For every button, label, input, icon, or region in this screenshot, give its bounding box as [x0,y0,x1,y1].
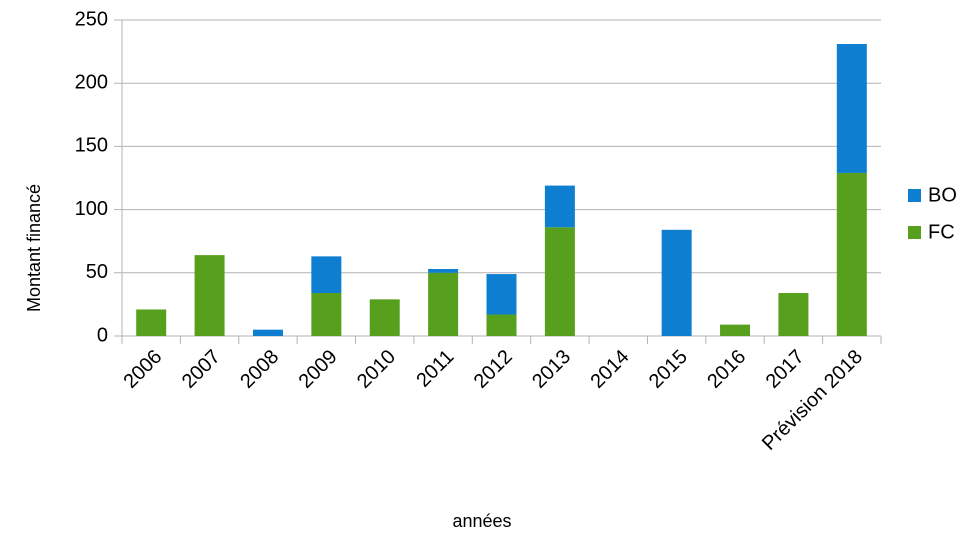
y-tick-label: 100 [75,198,108,220]
x-tick-label: 2011 [412,346,458,392]
x-tick-label: Prévision 2018 [758,346,867,455]
legend-label: FC [928,221,955,243]
bar-segment [428,272,459,336]
x-tick-label: 2016 [703,346,750,393]
y-tick-label: 0 [97,324,108,346]
y-axis-title: Montant financé [24,184,44,312]
y-tick-label: 200 [75,71,108,93]
bar-segment [194,255,225,336]
x-axis-title: années [452,511,511,531]
bar-segment [778,293,809,336]
bar-segment [544,227,575,336]
bar-segment [836,172,867,336]
bar-segment [136,309,167,336]
bar-segment [661,229,692,336]
bar-segment [720,324,751,336]
legend-swatch [908,189,921,202]
y-tick-label: 50 [86,261,108,283]
x-tick-label: 2006 [119,346,166,393]
legend-swatch [908,226,921,239]
bar-segment [836,44,867,173]
y-tick-label: 250 [75,8,108,30]
x-tick-label: 2014 [587,346,634,393]
x-tick-label: 2008 [236,346,283,393]
bar-segment [369,299,400,336]
y-tick-label: 150 [75,135,108,157]
bar-segment [486,314,517,336]
x-tick-label: 2012 [470,346,517,393]
legend-label: BO [928,184,957,206]
x-tick-label: 2009 [295,346,342,393]
bar-segment [311,293,342,336]
bar-segment [311,256,342,294]
bar-segment [252,329,283,336]
x-tick-label: 2013 [528,346,575,393]
x-tick-label: 2010 [353,346,400,393]
bar-segment [486,274,517,315]
x-tick-label: 2017 [762,346,809,393]
x-tick-label: 2007 [178,346,225,393]
bar-segment [544,185,575,228]
x-tick-label: 2015 [645,346,692,393]
bar-segment [428,269,459,273]
